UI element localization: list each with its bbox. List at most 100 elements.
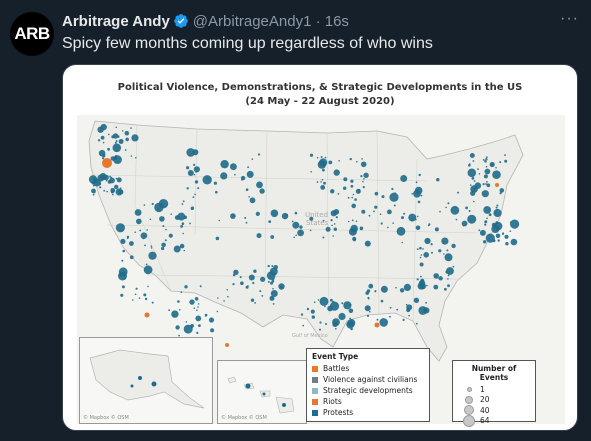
event-dot bbox=[134, 293, 137, 296]
event-dot bbox=[495, 206, 498, 209]
event-dot bbox=[415, 225, 421, 231]
event-dot bbox=[174, 215, 180, 220]
event-dot bbox=[309, 229, 312, 232]
event-dot bbox=[363, 172, 369, 178]
event-dot bbox=[217, 297, 219, 299]
event-dot bbox=[132, 299, 134, 301]
event-dot bbox=[120, 140, 123, 142]
legend-item: Riots bbox=[312, 396, 424, 407]
avatar[interactable]: ARB bbox=[10, 12, 54, 56]
map-credit: © Mapbox © OSM bbox=[83, 415, 129, 421]
event-dot bbox=[485, 233, 495, 243]
event-dot bbox=[165, 228, 167, 231]
event-dot bbox=[352, 193, 355, 196]
event-dot bbox=[478, 229, 481, 232]
event-dot bbox=[494, 212, 497, 214]
event-dot bbox=[483, 206, 492, 214]
riot-dot bbox=[225, 343, 229, 347]
event-dot bbox=[387, 226, 389, 229]
event-dot bbox=[444, 253, 453, 262]
display-name[interactable]: Arbitrage Andy bbox=[62, 12, 170, 30]
event-dot bbox=[488, 213, 492, 217]
event-dot bbox=[467, 168, 477, 178]
event-dot bbox=[433, 273, 440, 279]
event-dot bbox=[376, 318, 379, 321]
event-dot bbox=[418, 173, 421, 177]
event-dot bbox=[107, 147, 110, 151]
event-dot bbox=[150, 247, 153, 249]
chart-title: Political Violence, Demonstrations, & St… bbox=[117, 82, 523, 93]
event-dot bbox=[250, 298, 255, 302]
event-dot bbox=[461, 220, 468, 227]
event-dot bbox=[505, 242, 509, 246]
event-dot bbox=[193, 173, 196, 176]
event-dot bbox=[199, 285, 202, 288]
event-dot bbox=[309, 216, 314, 221]
event-dot bbox=[120, 293, 124, 297]
event-dot bbox=[154, 202, 164, 213]
tweet-image[interactable]: Political Violence, Demonstrations, & St… bbox=[62, 64, 578, 431]
event-dot bbox=[350, 184, 354, 188]
event-dot bbox=[497, 239, 500, 242]
event-dot bbox=[109, 175, 112, 178]
event-dot bbox=[338, 160, 340, 162]
size-legend: Number of Events 1 20 40 64 bbox=[452, 360, 536, 427]
event-dot bbox=[135, 157, 137, 159]
event-dot bbox=[486, 183, 491, 188]
event-dot bbox=[251, 158, 254, 160]
event-dot bbox=[129, 255, 134, 260]
event-dot bbox=[309, 153, 314, 157]
event-dot bbox=[331, 224, 333, 227]
event-dot bbox=[368, 283, 374, 289]
event-dot bbox=[234, 173, 236, 176]
event-dot bbox=[183, 215, 187, 220]
event-dot bbox=[186, 166, 190, 170]
event-dot bbox=[319, 296, 329, 306]
event-dot bbox=[245, 221, 248, 224]
event-dot bbox=[374, 290, 377, 292]
event-dot bbox=[332, 321, 338, 327]
event-dot bbox=[322, 168, 325, 172]
event-dot bbox=[485, 156, 488, 158]
event-dot bbox=[187, 170, 194, 176]
event-dot bbox=[215, 190, 218, 194]
event-dot bbox=[121, 285, 125, 289]
riot-dot bbox=[144, 312, 150, 318]
event-dot bbox=[204, 313, 208, 317]
us-map-svg: United States Gulf of Mexico bbox=[88, 120, 524, 362]
event-dot bbox=[122, 249, 125, 253]
event-dot bbox=[293, 236, 295, 239]
event-dot bbox=[108, 133, 110, 136]
event-dot bbox=[114, 155, 118, 158]
event-dot bbox=[430, 243, 433, 246]
event-dot bbox=[328, 160, 333, 165]
event-dot bbox=[114, 141, 117, 144]
event-dot bbox=[123, 277, 126, 280]
event-dot bbox=[447, 278, 449, 280]
event-dot bbox=[417, 200, 421, 204]
event-dot bbox=[268, 220, 272, 223]
event-dot bbox=[248, 274, 255, 281]
event-dot bbox=[120, 238, 126, 244]
event-dot bbox=[353, 238, 356, 242]
event-dot bbox=[144, 244, 146, 247]
event-dot bbox=[483, 174, 488, 179]
event-dot bbox=[337, 193, 340, 195]
event-dot bbox=[320, 185, 326, 190]
event-dot bbox=[115, 177, 118, 180]
size-item: 20 bbox=[458, 395, 530, 406]
event-dot bbox=[423, 252, 430, 258]
event-dot bbox=[185, 321, 188, 323]
event-dot bbox=[144, 297, 148, 301]
handle-and-time[interactable]: @ArbitrageAndy1 · 16s bbox=[192, 12, 349, 30]
event-dot bbox=[213, 181, 217, 185]
event-dot bbox=[389, 315, 391, 318]
event-dot bbox=[317, 299, 320, 301]
event-dot bbox=[197, 303, 200, 305]
event-dot bbox=[182, 232, 184, 235]
size-legend-title: Number of Events bbox=[471, 364, 517, 382]
more-options-icon[interactable]: ··· bbox=[560, 10, 579, 27]
event-dot bbox=[416, 278, 419, 281]
event-dot bbox=[358, 188, 361, 192]
